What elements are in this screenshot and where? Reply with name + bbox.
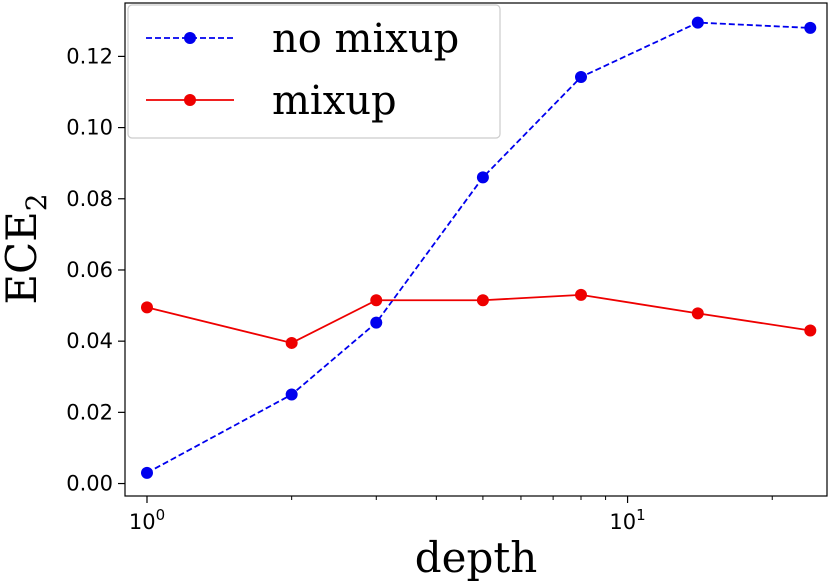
data-point-no-mixup-5 bbox=[691, 16, 704, 29]
legend: no mixup mixup bbox=[127, 4, 501, 139]
y-tick-label-5: 0.10 bbox=[66, 116, 113, 140]
y-axis-label: ECE2 bbox=[0, 193, 53, 304]
data-point-no-mixup-6 bbox=[804, 21, 817, 34]
data-point-no-mixup-0 bbox=[140, 466, 153, 479]
y-tick-label-6: 0.12 bbox=[66, 44, 113, 68]
data-point-no-mixup-2 bbox=[370, 316, 383, 329]
legend-label-mixup: mixup bbox=[272, 78, 397, 124]
y-tick-label-2: 0.04 bbox=[66, 329, 113, 353]
y-tick-label-0: 0.00 bbox=[66, 472, 113, 496]
x-tick-label-1: 101 bbox=[609, 506, 645, 534]
x-axis-label: depth bbox=[415, 533, 538, 581]
data-point-mixup-5 bbox=[691, 307, 704, 320]
data-point-mixup-2 bbox=[370, 294, 383, 307]
x-axis: 100 101 bbox=[129, 496, 773, 534]
data-point-mixup-4 bbox=[574, 288, 587, 301]
y-axis: 0.00 0.02 0.04 0.06 0.08 0.10 0.12 bbox=[66, 44, 125, 496]
data-point-no-mixup-1 bbox=[285, 388, 298, 401]
x-tick-label-0: 100 bbox=[129, 506, 165, 534]
data-point-mixup-3 bbox=[476, 294, 489, 307]
data-point-mixup-1 bbox=[285, 336, 298, 349]
series-layer bbox=[140, 16, 817, 479]
data-point-mixup-0 bbox=[140, 301, 153, 314]
data-point-no-mixup-3 bbox=[476, 171, 489, 184]
data-point-no-mixup-4 bbox=[574, 71, 587, 84]
data-point-mixup-6 bbox=[804, 324, 817, 337]
legend-label-no-mixup: no mixup bbox=[272, 16, 459, 62]
legend-marker-mixup bbox=[184, 94, 196, 106]
y-axis-label-subscript: 2 bbox=[20, 193, 53, 211]
y-tick-label-4: 0.08 bbox=[66, 187, 113, 211]
y-tick-label-3: 0.06 bbox=[66, 258, 113, 282]
y-tick-label-1: 0.02 bbox=[66, 400, 113, 424]
legend-marker-no-mixup bbox=[184, 32, 196, 44]
y-axis-label-main: ECE bbox=[0, 211, 46, 304]
